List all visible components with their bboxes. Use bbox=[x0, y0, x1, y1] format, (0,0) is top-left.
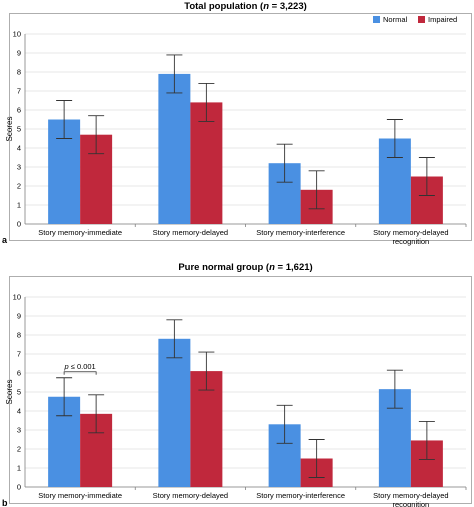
chart-panel-a: Total population (n = 3,223) a0 1 2 3 4 5 6 7 8 9 1… bbox=[2, 1, 472, 246]
y-tick-label: 3 bbox=[17, 426, 21, 435]
bar-normal bbox=[158, 338, 191, 487]
significance-value: ≤ 0.001 bbox=[69, 362, 96, 371]
category-label: Story memory-delayed bbox=[153, 228, 228, 237]
y-tick-label: 10 bbox=[13, 30, 21, 39]
category-label: Story memory-delayed bbox=[153, 491, 228, 500]
category-label: Story memory-delayed recognition bbox=[373, 228, 448, 246]
significance-bracket bbox=[63, 371, 97, 375]
category-label-line: Story memory-delayed bbox=[373, 228, 448, 237]
category-label-line: Story memory-immediate bbox=[38, 228, 122, 237]
y-tick-label: 7 bbox=[17, 87, 21, 96]
y-tick-label: 9 bbox=[17, 312, 21, 321]
y-tick-label: 9 bbox=[17, 49, 21, 58]
category-label-line: Story memory-interference bbox=[256, 491, 345, 500]
legend-label-normal: Normal bbox=[383, 15, 408, 24]
chart-frame bbox=[9, 13, 472, 241]
y-tick-label: 5 bbox=[17, 125, 21, 134]
bar-impaired bbox=[190, 102, 223, 224]
legend-swatch-impaired bbox=[418, 16, 425, 23]
category-label: Story memory-immediate bbox=[38, 228, 122, 237]
y-tick-label: 8 bbox=[17, 331, 21, 340]
y-tick-label: 4 bbox=[17, 407, 21, 416]
category-label-line: recognition bbox=[393, 237, 430, 246]
category-label-line: Story memory-interference bbox=[256, 228, 345, 237]
y-tick-label: 10 bbox=[13, 293, 21, 302]
category-label-line: Story memory-delayed bbox=[153, 491, 228, 500]
category-label-line: Story memory-immediate bbox=[38, 491, 122, 500]
category-label: Story memory-interference bbox=[256, 228, 345, 237]
chart-panel-b: Pure normal group (n = 1,621) b0 1 2 3 4 5 6 7 8 9… bbox=[2, 262, 472, 507]
chart-title-n: n bbox=[269, 262, 275, 273]
y-tick-label: 1 bbox=[17, 464, 21, 473]
chart-title-n: n bbox=[263, 1, 269, 12]
chart-frame bbox=[9, 276, 472, 504]
category-label-line: Story memory-delayed bbox=[153, 228, 228, 237]
chart-title: Pure normal group (n = 1,621) bbox=[178, 262, 312, 273]
y-tick-label: 2 bbox=[17, 182, 21, 191]
y-tick-label: 4 bbox=[17, 144, 21, 153]
bar-normal bbox=[158, 73, 191, 225]
panel-letter: a bbox=[2, 235, 8, 245]
legend-swatch-normal bbox=[373, 16, 380, 23]
y-tick-label: 0 bbox=[17, 220, 21, 229]
y-axis-label: Scores bbox=[5, 380, 14, 405]
y-tick-label: 0 bbox=[17, 483, 21, 492]
chart-title: Total population (n = 3,223) bbox=[184, 1, 307, 12]
category-label-line: Story memory-delayed bbox=[373, 491, 448, 500]
panel-letter: b bbox=[2, 498, 8, 507]
y-tick-label: 3 bbox=[17, 163, 21, 172]
chart-title-main: Pure normal group ( bbox=[178, 262, 270, 273]
y-tick-label: 8 bbox=[17, 68, 21, 77]
significance-label: p ≤ 0.001 bbox=[64, 362, 96, 371]
y-tick-label: 7 bbox=[17, 350, 21, 359]
chart-title-main: Total population ( bbox=[184, 1, 264, 12]
y-tick-label: 2 bbox=[17, 445, 21, 454]
chart-title-rest: = 3,223) bbox=[269, 1, 307, 12]
y-tick-label: 6 bbox=[17, 106, 21, 115]
y-tick-label: 1 bbox=[17, 201, 21, 210]
significance-p: p bbox=[64, 362, 69, 371]
y-tick-label: 5 bbox=[17, 388, 21, 397]
category-label-line: recognition bbox=[393, 500, 430, 507]
y-tick-label: 6 bbox=[17, 369, 21, 378]
y-axis-label: Scores bbox=[5, 117, 14, 142]
chart-title-rest: = 1,621) bbox=[275, 262, 313, 273]
category-label: Story memory-delayed recognition bbox=[373, 491, 448, 507]
legend-label-impaired: Impaired bbox=[428, 15, 457, 24]
category-label: Story memory-immediate bbox=[38, 491, 122, 500]
category-label: Story memory-interference bbox=[256, 491, 345, 500]
